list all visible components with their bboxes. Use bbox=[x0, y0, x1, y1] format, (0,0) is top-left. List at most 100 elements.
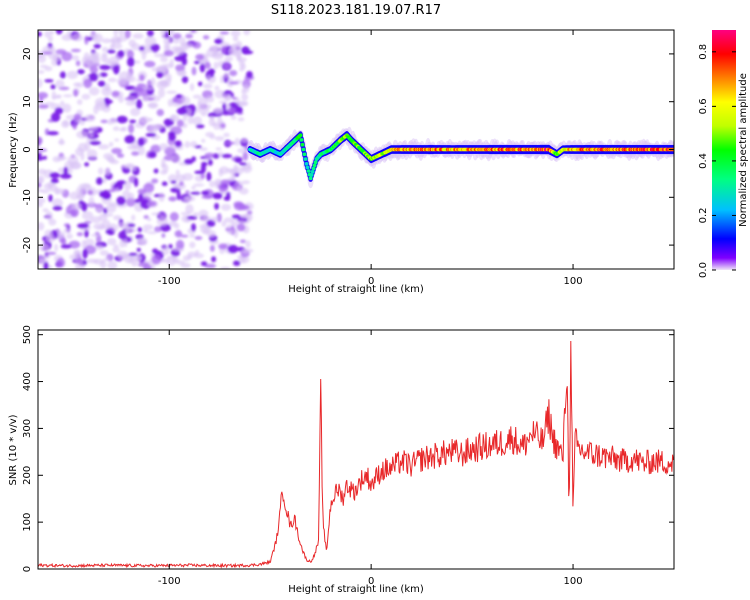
noise-blob bbox=[68, 161, 81, 170]
noise-blob bbox=[55, 30, 63, 35]
noise-blob bbox=[245, 240, 251, 248]
noise-blob bbox=[77, 191, 84, 201]
trace-core bbox=[310, 170, 315, 174]
noise-blob bbox=[126, 57, 135, 67]
noise-blob bbox=[131, 43, 141, 51]
noise-blob bbox=[168, 196, 177, 202]
noise-blob bbox=[145, 132, 157, 137]
noise-blob bbox=[172, 183, 182, 188]
noise-blobs bbox=[38, 30, 255, 269]
noise-blob bbox=[111, 147, 122, 155]
noise-blob bbox=[136, 78, 141, 82]
noise-blob bbox=[242, 151, 249, 161]
noise-blob bbox=[246, 71, 253, 79]
noise-blob bbox=[150, 144, 161, 153]
noise-blob bbox=[81, 211, 94, 220]
noise-blob bbox=[101, 46, 109, 53]
noise-blob bbox=[190, 191, 201, 195]
noise-blob bbox=[131, 214, 136, 221]
noise-blob bbox=[128, 123, 135, 134]
noise-blob bbox=[42, 155, 48, 160]
noise-blob bbox=[161, 246, 170, 256]
noise-blob bbox=[167, 74, 172, 82]
y-tick-label: 20 bbox=[22, 48, 33, 61]
noise-blob bbox=[219, 31, 230, 35]
noise-blob bbox=[204, 152, 215, 158]
noise-blob bbox=[204, 61, 211, 70]
noise-blob bbox=[42, 51, 53, 55]
noise-blob bbox=[125, 197, 136, 207]
trace-core bbox=[299, 138, 304, 142]
noise-blob bbox=[130, 107, 141, 117]
noise-blob bbox=[241, 164, 253, 174]
noise-blob bbox=[150, 77, 156, 87]
noise-blob bbox=[192, 41, 202, 49]
noise-blob bbox=[138, 193, 144, 202]
noise-blob bbox=[107, 238, 117, 246]
noise-blob bbox=[239, 239, 246, 244]
signal-trace bbox=[247, 126, 674, 189]
noise-blob bbox=[202, 35, 210, 40]
noise-blob bbox=[103, 52, 108, 58]
noise-blob bbox=[172, 33, 182, 40]
colorbar-label: Normalized spectral amplitude bbox=[738, 73, 749, 227]
noise-blob bbox=[194, 170, 205, 175]
noise-blob bbox=[218, 184, 226, 193]
noise-blob bbox=[51, 95, 62, 99]
noise-blob bbox=[114, 187, 120, 193]
noise-blob bbox=[175, 94, 182, 99]
noise-blob bbox=[84, 35, 89, 45]
trace-core bbox=[304, 162, 309, 166]
noise-blob bbox=[38, 254, 45, 263]
noise-blob bbox=[146, 217, 152, 222]
noise-blob bbox=[47, 131, 59, 136]
noise-blob bbox=[134, 198, 141, 204]
noise-blob bbox=[214, 136, 225, 141]
noise-blob bbox=[202, 216, 212, 220]
noise-blob bbox=[107, 260, 118, 269]
noise-blob bbox=[197, 105, 210, 114]
noise-blob bbox=[138, 145, 146, 156]
noise-blob bbox=[70, 48, 81, 53]
noise-blob bbox=[143, 215, 149, 219]
noise-blob bbox=[116, 180, 127, 185]
noise-blob bbox=[185, 190, 190, 195]
noise-blob bbox=[66, 233, 73, 240]
noise-blob bbox=[172, 248, 184, 252]
noise-blob bbox=[66, 70, 78, 80]
noise-blob bbox=[126, 49, 134, 60]
noise-blob bbox=[112, 246, 120, 253]
noise-blob bbox=[224, 56, 233, 62]
noise-blob bbox=[179, 181, 184, 186]
noise-blob bbox=[217, 60, 223, 68]
noise-blob bbox=[133, 177, 139, 187]
noise-blob bbox=[134, 60, 141, 64]
noise-blob bbox=[239, 214, 251, 219]
noise-blob bbox=[93, 104, 99, 115]
noise-blob bbox=[45, 251, 57, 255]
snr-panel: -100 0 100 0 100 200 300 400 500 Height of strai… bbox=[8, 325, 675, 595]
noise-blob bbox=[60, 173, 72, 179]
noise-blob bbox=[59, 138, 64, 146]
x-tick-label: 100 bbox=[564, 576, 583, 587]
noise-blob bbox=[49, 172, 60, 179]
noise-blob bbox=[119, 239, 125, 248]
noise-blob bbox=[158, 143, 169, 151]
noise-blob bbox=[166, 255, 178, 259]
noise-blob bbox=[105, 203, 117, 213]
noise-blob bbox=[194, 236, 203, 240]
noise-blob bbox=[38, 31, 42, 37]
noise-blob bbox=[54, 243, 59, 252]
trace-core bbox=[309, 173, 314, 177]
noise-blob bbox=[112, 126, 120, 131]
noise-blob bbox=[209, 180, 216, 188]
noise-blob bbox=[73, 82, 80, 87]
noise-blob bbox=[139, 74, 145, 82]
noise-blob bbox=[59, 71, 66, 79]
noise-blob bbox=[221, 153, 233, 159]
noise-blob bbox=[241, 46, 250, 55]
noise-blob bbox=[38, 188, 45, 193]
noise-blob bbox=[44, 101, 55, 106]
noise-blob bbox=[191, 185, 196, 190]
noise-blob bbox=[60, 244, 72, 249]
